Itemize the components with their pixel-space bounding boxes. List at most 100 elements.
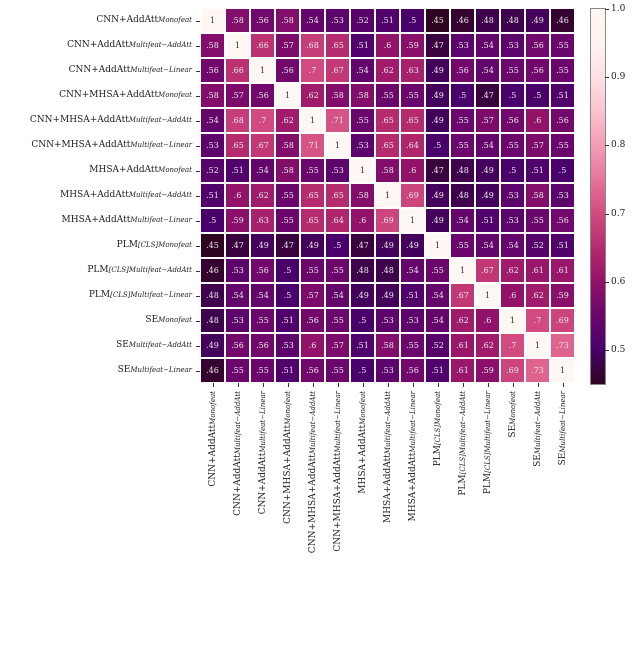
heatmap-cell: .58 (275, 133, 300, 158)
heatmap-cell: 1 (525, 333, 550, 358)
heatmap-cell: .53 (400, 308, 425, 333)
x-tick (363, 383, 364, 387)
heatmap-cell: .56 (300, 358, 325, 383)
heatmap-cell: .62 (300, 83, 325, 108)
heatmap-cell: .51 (550, 233, 575, 258)
heatmap-cell: .5 (325, 233, 350, 258)
heatmap-cell: 1 (475, 283, 500, 308)
y-tick (196, 46, 200, 47)
heatmap-cell: .51 (275, 358, 300, 383)
heatmap-cell: .69 (500, 358, 525, 383)
heatmap-cell: .54 (200, 108, 225, 133)
heatmap-cell: .53 (200, 133, 225, 158)
heatmap-cell: .54 (475, 233, 500, 258)
heatmap-cell: .71 (325, 108, 350, 133)
heatmap-cell: .51 (525, 158, 550, 183)
heatmap-cell: .59 (225, 208, 250, 233)
heatmap-cell: .51 (200, 183, 225, 208)
colorbar-tick-label: 1.0 (611, 4, 625, 14)
heatmap-cell: .49 (425, 183, 450, 208)
heatmap-cell: .65 (325, 183, 350, 208)
heatmap-cell: .52 (525, 233, 550, 258)
heatmap-cell: .71 (300, 133, 325, 158)
heatmap-cell: 1 (375, 183, 400, 208)
colorbar: 0.50.60.70.80.91.0 (590, 8, 606, 385)
heatmap-cell: .73 (525, 358, 550, 383)
heatmap-cell: .47 (425, 158, 450, 183)
heatmap-cell: .6 (350, 208, 375, 233)
x-tick (263, 383, 264, 387)
heatmap-cell: .7 (300, 58, 325, 83)
x-tick-label: PLM[CLS]Monofeat (433, 391, 443, 591)
heatmap-cell: .55 (450, 108, 475, 133)
heatmap-cell: .56 (250, 333, 275, 358)
heatmap-cell: .73 (550, 333, 575, 358)
heatmap-cell: .6 (375, 33, 400, 58)
y-tick (196, 321, 200, 322)
heatmap-cell: .51 (350, 33, 375, 58)
y-tick-label: MHSA+AddAttMonofeat (0, 165, 192, 175)
heatmap-cell: .55 (500, 58, 525, 83)
x-tick (438, 383, 439, 387)
heatmap-cell: .58 (275, 8, 300, 33)
heatmap-cell: 1 (350, 158, 375, 183)
heatmap-cell: .57 (225, 83, 250, 108)
heatmap-cell: .5 (200, 208, 225, 233)
x-tick-label: CNN+AddAttMonofeat (208, 391, 218, 591)
heatmap-cell: .54 (350, 58, 375, 83)
colorbar-tick-label: 0.9 (611, 72, 625, 82)
x-tick-label: MHSA+AddAttMonofeat (358, 391, 368, 591)
heatmap-cell: .55 (300, 158, 325, 183)
y-tick-label: CNN+MHSA+AddAttMultifeat−Linear (0, 140, 192, 150)
heatmap-cell: .45 (200, 233, 225, 258)
heatmap-cell: .58 (350, 183, 375, 208)
heatmap-cell: .58 (350, 83, 375, 108)
heatmap-grid: 1.58.56.58.54.53.52.51.5.45.46.48.48.49.… (200, 8, 575, 383)
x-tick (463, 383, 464, 387)
y-tick (196, 71, 200, 72)
heatmap-cell: .54 (475, 58, 500, 83)
heatmap-cell: .54 (325, 283, 350, 308)
heatmap-cell: .54 (500, 233, 525, 258)
heatmap-cell: .66 (250, 33, 275, 58)
heatmap-cell: .52 (200, 158, 225, 183)
heatmap-cell: .65 (400, 108, 425, 133)
heatmap-cell: .65 (300, 208, 325, 233)
heatmap-cell: .62 (375, 58, 400, 83)
heatmap-cell: .6 (400, 158, 425, 183)
heatmap-cell: .57 (325, 333, 350, 358)
heatmap-cell: .5 (525, 83, 550, 108)
heatmap-cell: .5 (400, 8, 425, 33)
heatmap-cell: .62 (525, 283, 550, 308)
heatmap-cell: .55 (250, 358, 275, 383)
heatmap-cell: .55 (550, 133, 575, 158)
colorbar-tick-label: 0.8 (611, 140, 625, 150)
heatmap-cell: .54 (225, 283, 250, 308)
y-tick-label: PLM[CLS]Multifeat−AddAtt (0, 265, 192, 275)
heatmap-cell: .55 (300, 258, 325, 283)
heatmap-cell: .54 (400, 258, 425, 283)
heatmap-cell: .58 (200, 33, 225, 58)
y-tick (196, 346, 200, 347)
heatmap-cell: .56 (400, 358, 425, 383)
y-tick-label: PLM[CLS]Multifeat−Linear (0, 290, 192, 300)
y-tick-label: SEMultifeat−AddAtt (0, 340, 192, 350)
heatmap-cell: .53 (275, 333, 300, 358)
x-tick (488, 383, 489, 387)
y-tick-label: CNN+AddAttMultifeat−Linear (0, 65, 192, 75)
heatmap-cell: .55 (550, 33, 575, 58)
heatmap-cell: .57 (475, 108, 500, 133)
heatmap-cell: .5 (350, 358, 375, 383)
heatmap-cell: .47 (475, 83, 500, 108)
x-tick-label: MHSA+AddAttMultifeat−Linear (408, 391, 418, 591)
y-tick-label: CNN+MHSA+AddAttMonofeat (0, 90, 192, 100)
x-tick (563, 383, 564, 387)
heatmap-cell: .54 (475, 33, 500, 58)
heatmap-cell: .51 (350, 333, 375, 358)
y-tick (196, 96, 200, 97)
x-tick-label: SEMultifeat−AddAtt (533, 391, 543, 591)
heatmap-cell: .49 (400, 233, 425, 258)
heatmap-cell: .53 (225, 308, 250, 333)
heatmap-cell: 1 (225, 33, 250, 58)
heatmap-cell: .46 (200, 358, 225, 383)
